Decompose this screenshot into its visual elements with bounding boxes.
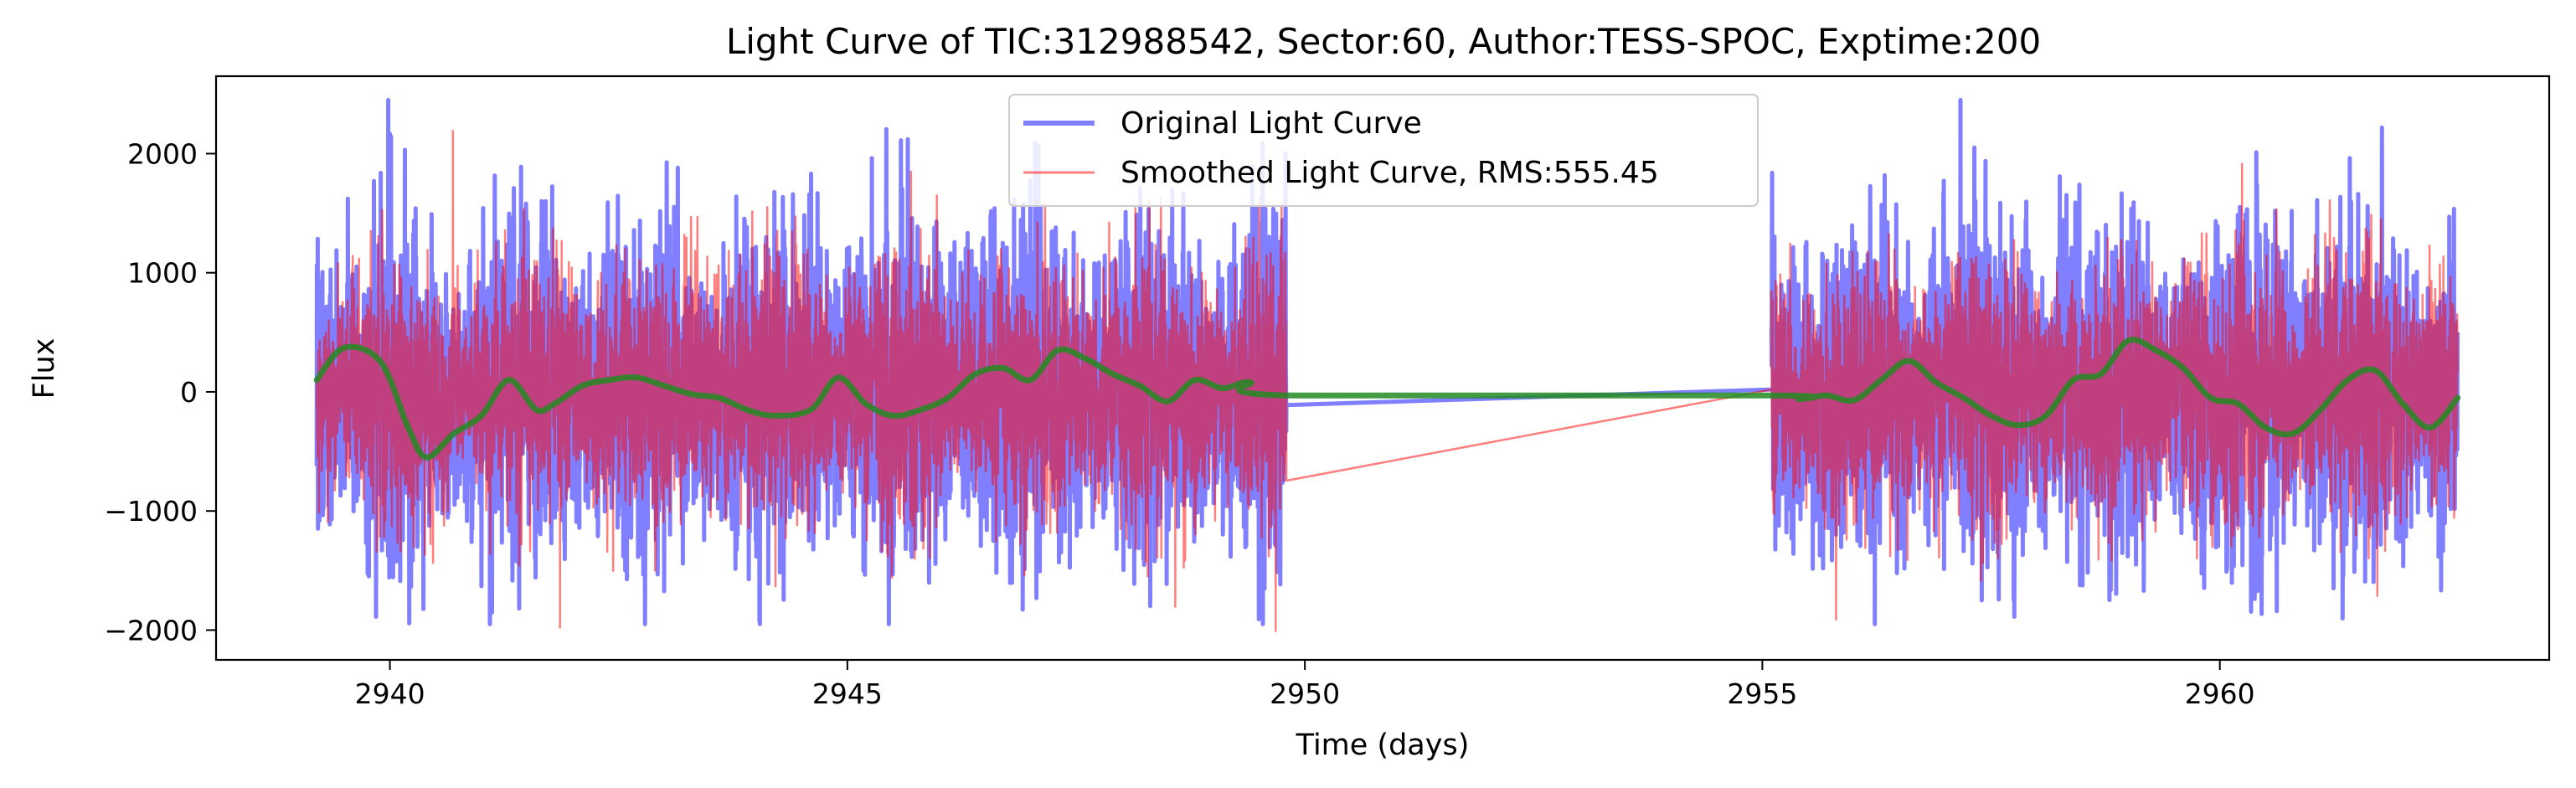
axes-frame (214, 75, 2551, 662)
x-tick-label: 2950 (1270, 677, 1340, 710)
chart-title: Light Curve of TIC:312988542, Sector:60,… (726, 21, 2041, 62)
legend: Original Light Curve Smoothed Light Curv… (1008, 94, 1759, 207)
x-tick-label: 2945 (812, 677, 883, 710)
x-axis-label: Time (days) (1296, 729, 1470, 762)
y-axis-label: Flux (28, 338, 61, 399)
x-axis: 2940 2945 2950 2955 2960 (355, 660, 2255, 710)
x-tick-label: 2960 (2185, 677, 2255, 710)
x-tick-label: 2955 (1727, 677, 1797, 710)
legend-label-original: Original Light Curve (1121, 106, 1422, 141)
series-trend-line (313, 337, 2461, 461)
y-tick-label: 2000 (127, 137, 198, 170)
y-axis: −2000 −1000 0 1000 2000 (104, 137, 216, 646)
legend-box (1008, 94, 1759, 207)
y-tick-label: 1000 (127, 257, 198, 290)
legend-label-smoothed: Smoothed Light Curve, RMS:555.45 (1121, 156, 1659, 190)
y-tick-label: −2000 (104, 614, 198, 646)
plot-area (313, 97, 2461, 632)
y-tick-label: 0 (180, 376, 198, 409)
x-tick-label: 2940 (355, 677, 425, 710)
y-tick-label: −1000 (104, 495, 198, 528)
series-smoothed-light-curve (315, 130, 2459, 632)
